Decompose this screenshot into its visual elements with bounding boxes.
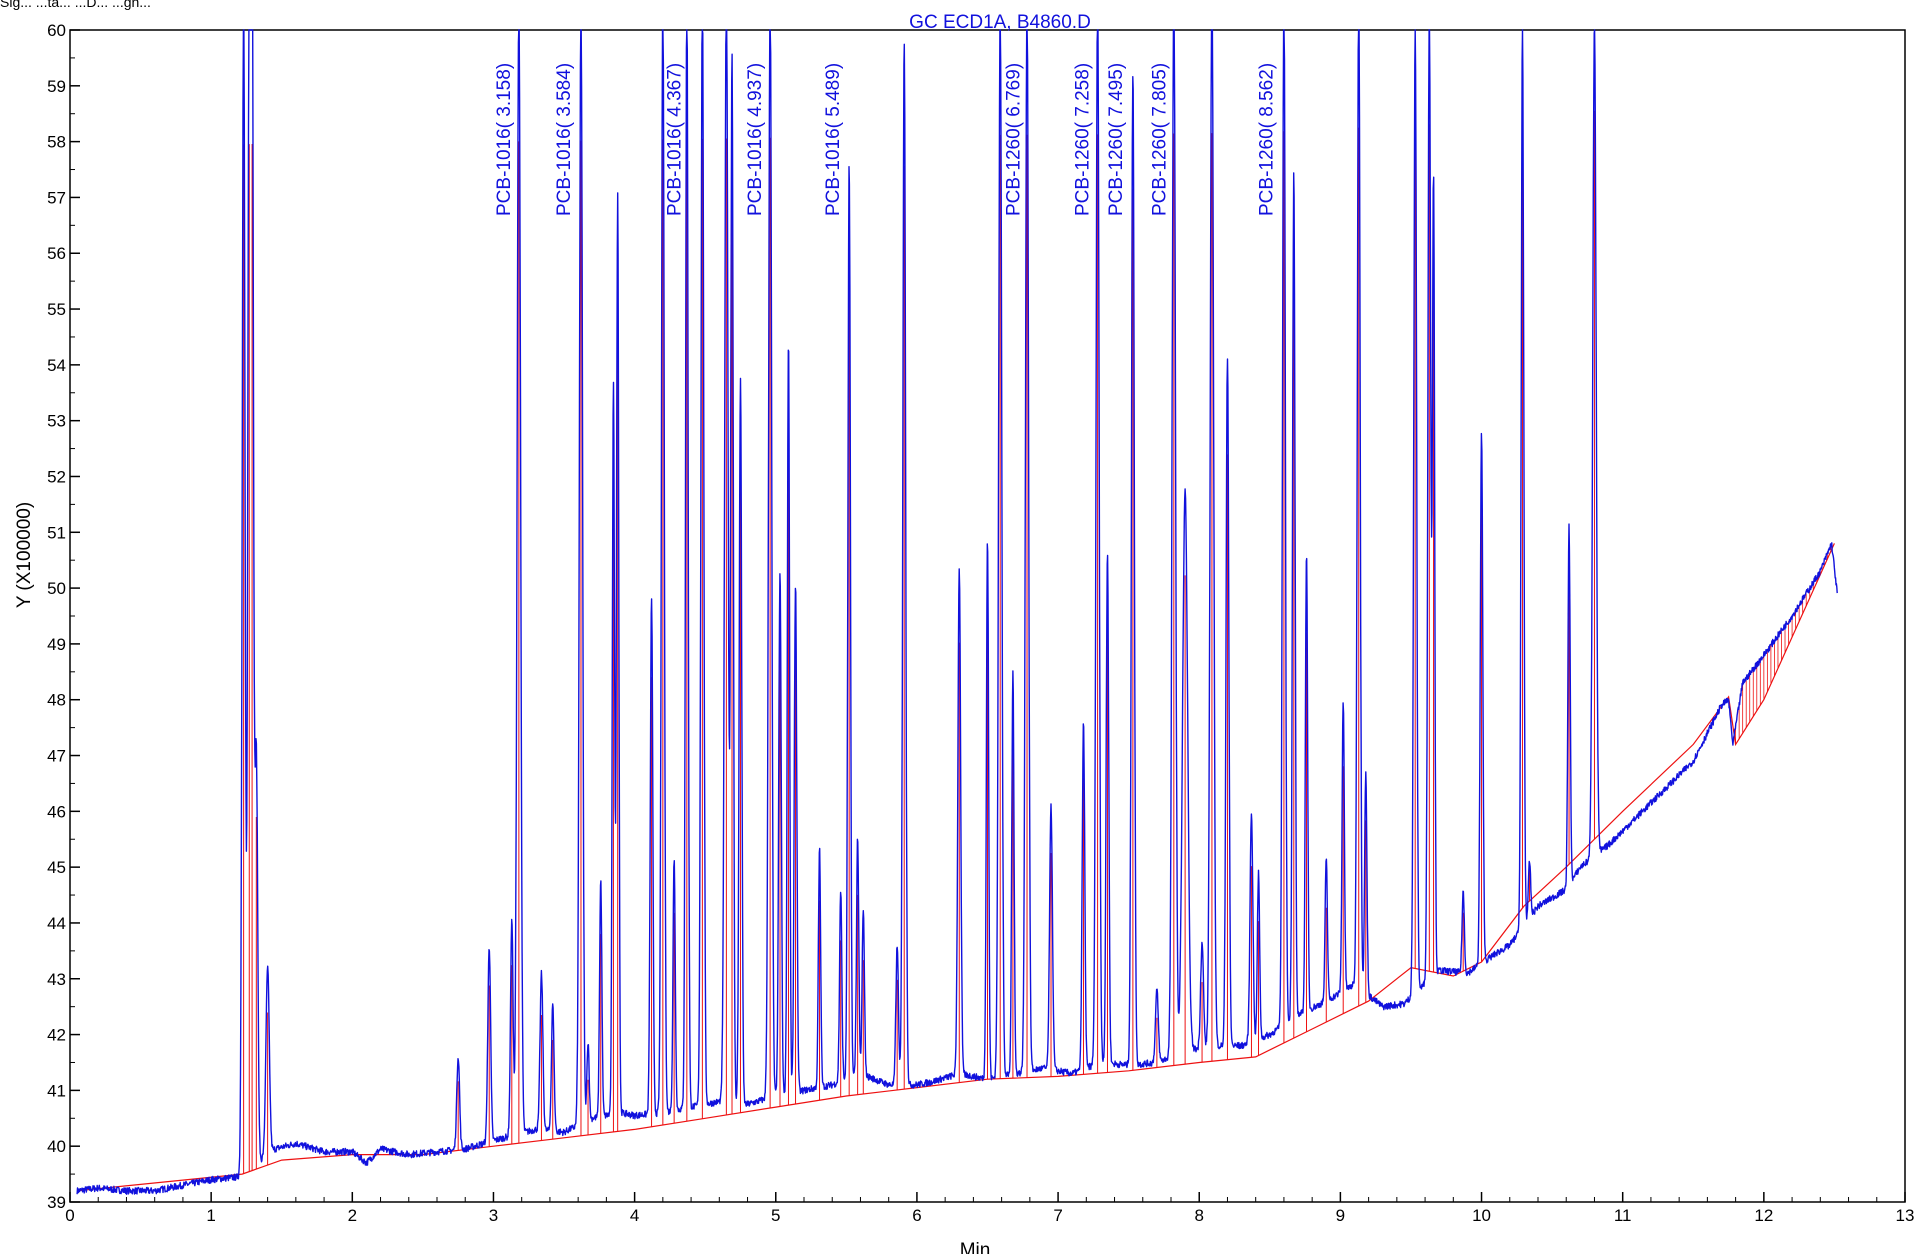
y-tick-label: 54 (47, 356, 66, 375)
y-tick-label: 43 (47, 970, 66, 989)
signal-layer (76, 29, 1838, 1195)
peak-label: PCB-1016( 3.158) (494, 63, 515, 216)
y-tick-label: 46 (47, 802, 66, 821)
x-tick-label: 13 (1896, 1206, 1915, 1225)
peak-label: PCB-1016( 4.367) (664, 63, 685, 216)
x-tick-label: 8 (1194, 1206, 1203, 1225)
chart-title: GC ECD1A, B4860.D (909, 12, 1091, 33)
peak-label: PCB-1016( 3.584) (554, 63, 575, 216)
y-axis-label: Y (X100000) (14, 502, 35, 608)
y-tick-label: 50 (47, 579, 66, 598)
y-tick-label: 51 (47, 523, 66, 542)
y-tick-label: 60 (47, 21, 66, 40)
y-tick-label: 39 (47, 1193, 66, 1212)
peak-label: PCB-1260( 7.805) (1150, 63, 1171, 216)
y-tick-label: 42 (47, 1026, 66, 1045)
y-tick-label: 52 (47, 467, 66, 486)
y-tick-label: 44 (47, 914, 66, 933)
x-tick-label: 12 (1754, 1206, 1773, 1225)
y-tick-label: 41 (47, 1081, 66, 1100)
peak-label: PCB-1016( 5.489) (823, 63, 844, 216)
y-tick-label: 47 (47, 747, 66, 766)
x-tick-label: 4 (630, 1206, 639, 1225)
header-fragment: Sig... ...ta... ...D... ...gn... (0, 0, 151, 10)
peak-label: PCB-1260( 7.495) (1106, 63, 1127, 216)
y-tick-label: 57 (47, 188, 66, 207)
signal-trace (76, 29, 1838, 1195)
y-tick-label: 55 (47, 300, 66, 319)
y-tick-label: 48 (47, 691, 66, 710)
x-tick-label: 6 (912, 1206, 921, 1225)
x-tick-label: 10 (1472, 1206, 1491, 1225)
x-tick-label: 9 (1336, 1206, 1345, 1225)
y-tick-label: 40 (47, 1137, 66, 1156)
y-tick-label: 59 (47, 77, 66, 96)
peak-label: PCB-1260( 8.562) (1257, 63, 1278, 216)
peak-label: PCB-1260( 7.258) (1073, 63, 1094, 216)
peak-label-layer: PCB-1016( 3.158) PCB-1016( 3.584) PCB-1016… (494, 63, 1278, 216)
x-tick-label: 0 (65, 1206, 74, 1225)
x-tick-label: 11 (1614, 1206, 1632, 1225)
peak-label: PCB-1016( 4.937) (745, 63, 766, 216)
baseline-layer (77, 110, 1835, 1192)
x-tick-label: 5 (771, 1206, 780, 1225)
y-tick-label: 58 (47, 133, 66, 152)
x-axis-label: Min (960, 1240, 991, 1254)
y-tick-label: 53 (47, 412, 66, 431)
y-tick-label: 56 (47, 244, 66, 263)
peak-label: PCB-1260( 6.769) (1004, 63, 1025, 216)
x-tick-label: 3 (489, 1206, 498, 1225)
x-tick-label: 2 (348, 1206, 357, 1225)
x-tick-label: 1 (206, 1206, 215, 1225)
y-tick-label: 49 (47, 635, 66, 654)
integration-baseline (77, 543, 1835, 1192)
x-tick-label: 7 (1053, 1206, 1062, 1225)
axis-layer: 0 1 2 3 4 5 6 7 8 9 10 11 12 133940414243444546474849… (47, 21, 1914, 1225)
y-tick-label: 45 (47, 858, 66, 877)
